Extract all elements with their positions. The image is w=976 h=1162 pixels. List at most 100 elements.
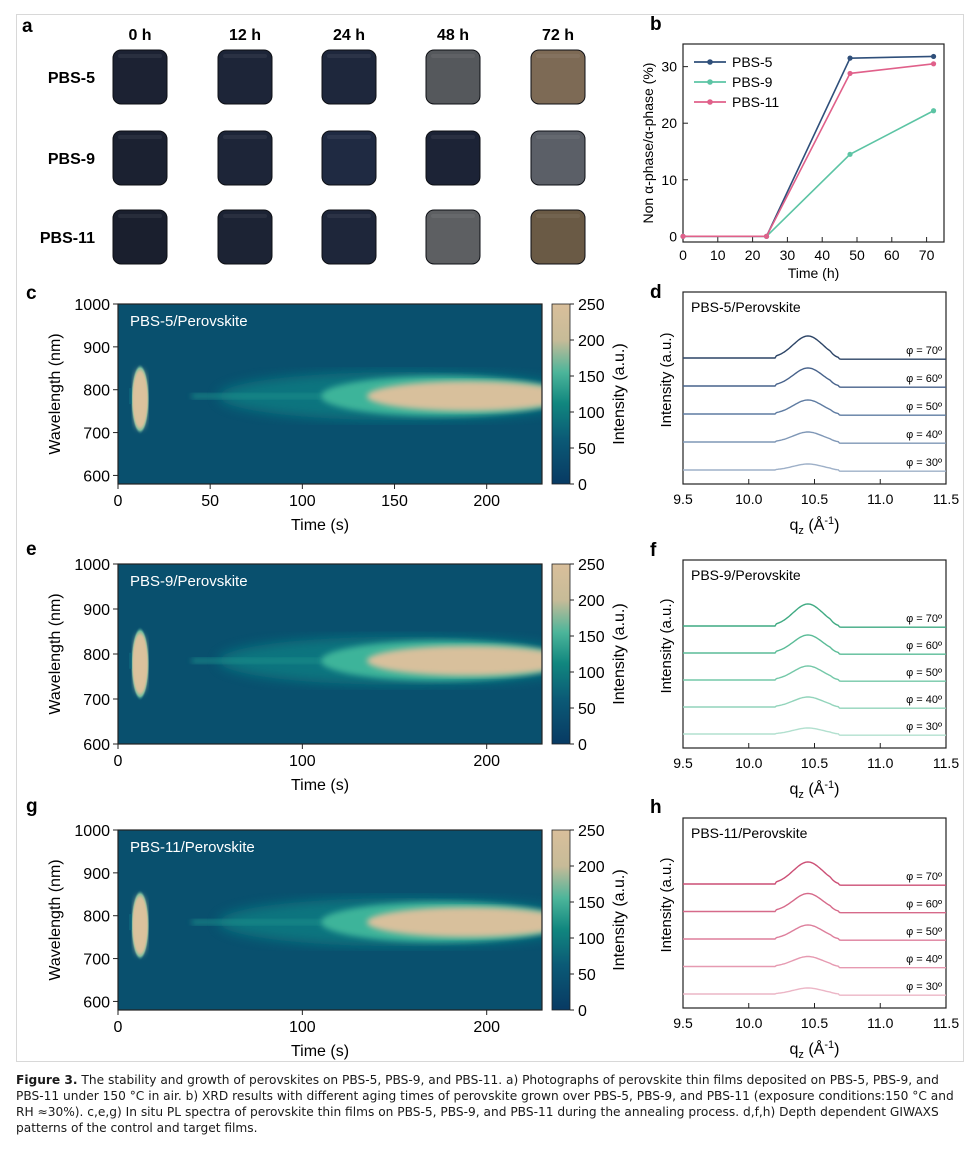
y-tick-label: 900 xyxy=(83,866,110,883)
legend-marker xyxy=(707,59,713,65)
x-axis-label-end: ) xyxy=(834,1041,839,1058)
series-line-pbs-9 xyxy=(683,110,934,238)
data-point xyxy=(930,61,937,67)
colorbar xyxy=(551,563,571,745)
x-axis-label: Time (h) xyxy=(788,265,840,281)
x-tick-label: 100 xyxy=(289,753,316,770)
y-tick-label: 1000 xyxy=(74,557,110,574)
colorbar xyxy=(551,829,571,1011)
initial-edge xyxy=(129,388,133,405)
y-tick-label: 30 xyxy=(661,59,677,75)
panel-label-c: c xyxy=(26,283,37,304)
x-tick-label: 0 xyxy=(114,753,123,770)
y-tick-label: 20 xyxy=(661,115,677,131)
film-photo xyxy=(321,49,377,105)
initial-edge xyxy=(129,914,133,931)
angle-label: φ = 60º xyxy=(906,373,942,385)
film-photo xyxy=(112,209,168,265)
colorbar-tick-label: 200 xyxy=(578,333,605,350)
heatmap-image xyxy=(118,830,542,1010)
row-label: PBS-5 xyxy=(48,70,95,87)
x-axis-label-sup: -1 xyxy=(824,779,834,791)
x-axis-label: Time (s) xyxy=(291,517,349,534)
colorbar-tick-label: 150 xyxy=(578,895,605,912)
heatmap-title: PBS-9/Perovskite xyxy=(130,573,248,590)
y-tick-label: 600 xyxy=(83,994,110,1011)
legend-entry: PBS-5 xyxy=(732,54,773,70)
film-photo-sheen xyxy=(118,54,162,58)
giwaxs-panel-d: d PBS-5/Perovskite φ = 30º φ = 40º φ = 50º φ … xyxy=(650,282,959,537)
band-tail xyxy=(191,393,321,400)
band-core xyxy=(366,645,542,676)
x-tick-label: 11.0 xyxy=(867,755,893,771)
colorbar-tick-label: 150 xyxy=(578,629,605,646)
x-axis-label-sub: z xyxy=(798,789,804,801)
initial-edge xyxy=(129,652,133,669)
colorbar-tick-label: 100 xyxy=(578,931,605,948)
panel-label-e: e xyxy=(26,539,37,560)
x-tick-label: 10.5 xyxy=(801,491,828,507)
x-tick-label: 11.5 xyxy=(933,755,959,771)
x-tick-label: 70 xyxy=(919,247,935,263)
film-photo xyxy=(321,209,377,265)
figure-canvas: a 0 h 12 h 24 h 48 h 72 h PBS-5 PBS-9 PBS-11 b 0 1… xyxy=(22,14,959,1061)
plot-frame xyxy=(682,43,945,243)
y-tick-label: 700 xyxy=(83,692,110,709)
x-axis-label-end: ) xyxy=(834,517,839,534)
band-core xyxy=(366,907,542,938)
y-axis-label: Intensity (a.u.) xyxy=(658,332,675,427)
x-axis-label: qz (Å-1) xyxy=(790,779,840,801)
colorbar-tick-label: 250 xyxy=(578,297,605,314)
film-photo-sheen xyxy=(118,214,162,218)
panel-label-b: b xyxy=(650,14,662,35)
film-photo xyxy=(112,49,168,105)
data-point xyxy=(680,233,686,239)
panel-b-xrd-chart: b 0 10 20 30 40 50 60 70 0 10 20 30 Time (h) Non α-pha… xyxy=(640,14,945,281)
initial-emission-core xyxy=(133,369,148,430)
x-tick-label: 10.5 xyxy=(801,755,828,771)
plot-frame xyxy=(117,303,543,485)
x-axis-label: Time (s) xyxy=(291,777,349,794)
x-tick-label: 20 xyxy=(745,247,761,263)
x-tick-label: 9.5 xyxy=(673,1015,693,1031)
film-photo-sheen xyxy=(536,135,580,139)
x-tick-label: 10.0 xyxy=(735,755,762,771)
angle-label: φ = 40º xyxy=(906,954,942,966)
time-label: 0 h xyxy=(128,27,151,44)
angle-label: φ = 70º xyxy=(906,613,942,625)
x-tick-label: 10 xyxy=(710,247,726,263)
band-core xyxy=(366,381,542,412)
y-tick-label: 800 xyxy=(83,647,110,664)
film-photo-sheen xyxy=(223,54,267,58)
angle-label: φ = 60º xyxy=(906,640,942,652)
initial-emission-core xyxy=(133,895,148,956)
y-tick-label: 900 xyxy=(83,602,110,619)
x-axis-label-q: q xyxy=(790,517,799,534)
colorbar-label: Intensity (a.u.) xyxy=(611,603,628,704)
film-photo-sheen xyxy=(327,54,371,58)
giwaxs-trace xyxy=(683,861,946,886)
giwaxs-trace xyxy=(683,955,946,969)
colorbar-tick-label: 250 xyxy=(578,557,605,574)
x-axis-label-sub: z xyxy=(798,1049,804,1061)
angle-label: φ = 70º xyxy=(906,871,942,883)
giwaxs-trace xyxy=(683,665,946,682)
heatmap-image xyxy=(118,564,542,744)
film-photo-sheen xyxy=(118,135,162,139)
heatmap-panels: c PBS-5/Perovskite 0 50 100 150 200 600 700 800 90… xyxy=(26,283,628,1060)
giwaxs-trace xyxy=(683,987,946,996)
x-tick-label: 200 xyxy=(473,493,500,510)
y-tick-label: 700 xyxy=(83,426,110,443)
film-photo xyxy=(217,209,273,265)
film-photo-sheen xyxy=(536,54,580,58)
y-tick-label: 800 xyxy=(83,909,110,926)
data-point xyxy=(930,53,937,60)
series-line-pbs-11 xyxy=(683,63,934,238)
x-tick-label: 10.5 xyxy=(801,1015,828,1031)
angle-label: φ = 50º xyxy=(906,926,942,938)
y-axis-label: Intensity (a.u.) xyxy=(658,598,675,693)
x-axis-label-sub: z xyxy=(798,525,804,537)
y-tick-label: 1000 xyxy=(74,297,110,314)
giwaxs-trace xyxy=(683,727,946,736)
